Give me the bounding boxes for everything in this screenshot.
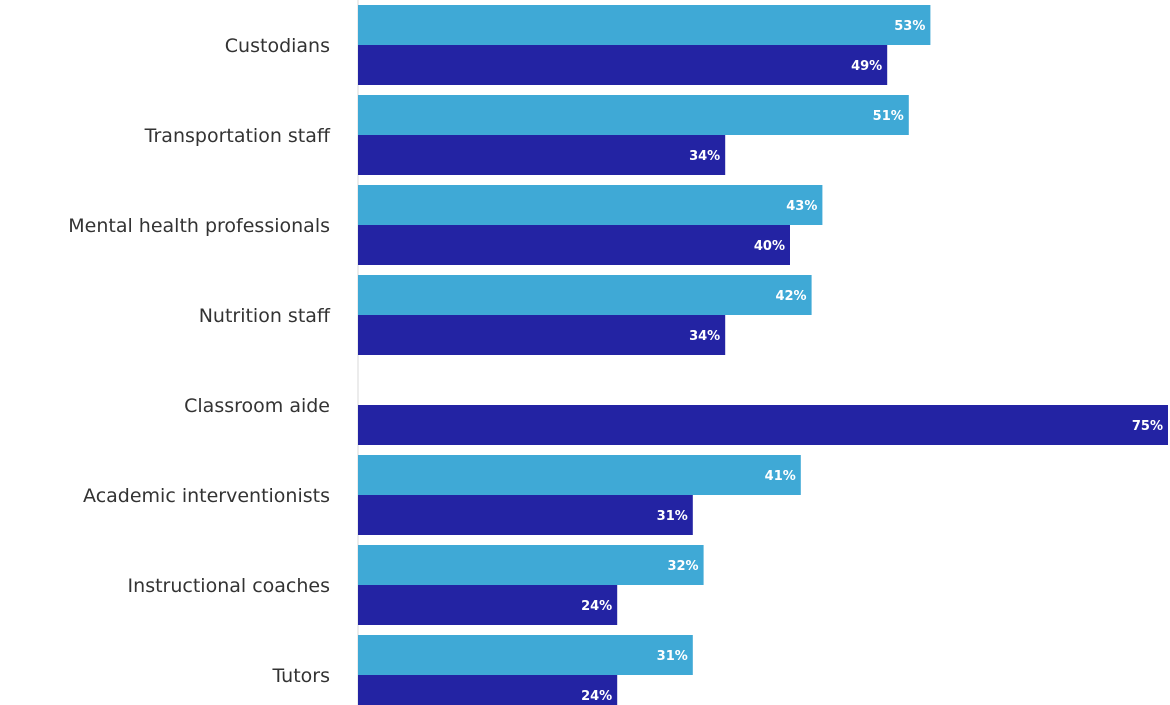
data-label: 49%	[851, 59, 882, 74]
bar	[358, 495, 693, 535]
data-label: 34%	[689, 329, 720, 344]
category-label: Academic interventionists	[83, 485, 330, 507]
category-label: Transportation staff	[144, 125, 331, 147]
bar	[358, 95, 909, 135]
category-label: Custodians	[225, 35, 330, 57]
data-label: 43%	[786, 199, 817, 214]
data-label: 31%	[657, 649, 688, 664]
bar	[358, 225, 790, 265]
bar	[358, 275, 812, 315]
data-label: 75%	[1132, 419, 1163, 434]
data-label: 24%	[581, 689, 612, 704]
bar	[358, 675, 618, 705]
bar	[358, 585, 618, 625]
category-label: Classroom aide	[184, 395, 330, 417]
category-label: Nutrition staff	[199, 305, 331, 327]
category-label: Instructional coaches	[128, 575, 330, 597]
bar	[358, 45, 888, 85]
data-label: 32%	[667, 559, 698, 574]
bar	[358, 635, 693, 675]
bar	[358, 405, 1168, 445]
data-label: 31%	[657, 509, 688, 524]
bar	[358, 135, 726, 175]
data-label: 53%	[894, 19, 925, 34]
bar	[358, 315, 726, 355]
category-label: Tutors	[271, 665, 330, 687]
category-label: Mental health professionals	[68, 215, 330, 237]
data-label: 34%	[689, 149, 720, 164]
bar	[358, 545, 704, 585]
data-label: 24%	[581, 599, 612, 614]
data-label: 41%	[765, 469, 796, 484]
bar	[358, 185, 823, 225]
data-label: 40%	[754, 239, 785, 254]
data-label: 51%	[873, 109, 904, 124]
bar	[358, 455, 801, 495]
data-label: 42%	[775, 289, 806, 304]
bar	[358, 5, 931, 45]
